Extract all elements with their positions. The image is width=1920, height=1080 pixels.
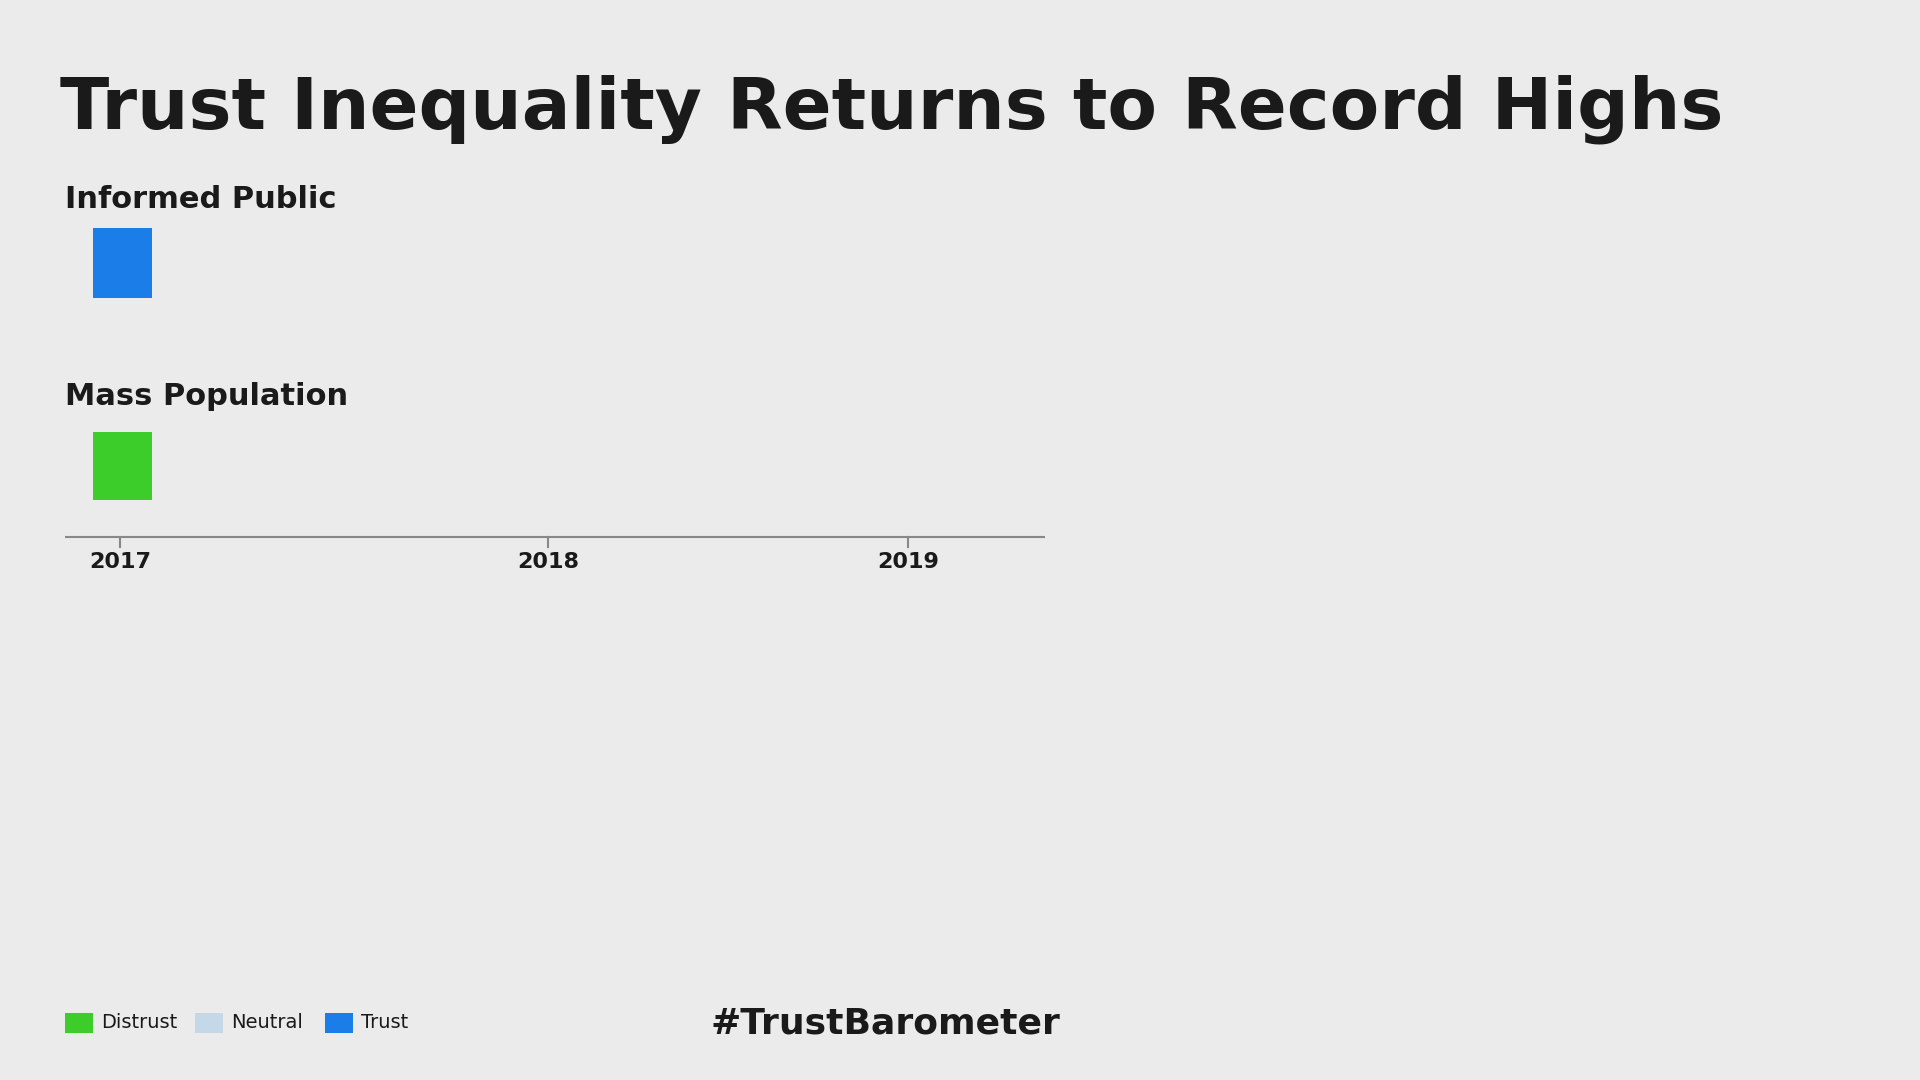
Text: Neutral: Neutral: [230, 1013, 303, 1032]
Bar: [92, 432, 152, 500]
Text: Trust: Trust: [361, 1013, 409, 1032]
Bar: [196, 1013, 223, 1032]
Text: Informed Public: Informed Public: [65, 185, 336, 214]
Text: Trust Inequality Returns to Record Highs: Trust Inequality Returns to Record Highs: [60, 75, 1724, 145]
Bar: [324, 1013, 353, 1032]
Text: Mass Population: Mass Population: [65, 382, 348, 411]
Text: Distrust: Distrust: [102, 1013, 177, 1032]
Text: #TrustBarometer: #TrustBarometer: [710, 1005, 1060, 1040]
Text: 2019: 2019: [877, 552, 939, 572]
Text: 2018: 2018: [516, 552, 580, 572]
Bar: [92, 228, 152, 298]
Text: 2017: 2017: [88, 552, 152, 572]
Bar: [65, 1013, 92, 1032]
